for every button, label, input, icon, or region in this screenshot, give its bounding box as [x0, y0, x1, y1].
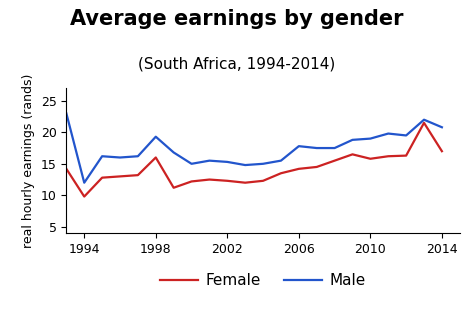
- Female: [385, 154, 391, 158]
- Female: [439, 149, 445, 153]
- Female: [117, 175, 123, 178]
- Male: [314, 146, 319, 150]
- Male: [64, 112, 69, 115]
- Male: [99, 154, 105, 158]
- Male: [171, 151, 176, 154]
- Line: Male: Male: [66, 113, 442, 183]
- Female: [332, 159, 337, 163]
- Legend: Female, Male: Female, Male: [154, 267, 372, 294]
- Female: [135, 173, 141, 177]
- Female: [260, 179, 266, 183]
- Female: [189, 180, 194, 183]
- Female: [82, 195, 87, 198]
- Female: [64, 167, 69, 171]
- Female: [242, 181, 248, 185]
- Male: [117, 156, 123, 159]
- Male: [82, 181, 87, 185]
- Male: [421, 118, 427, 122]
- Female: [403, 154, 409, 158]
- Female: [278, 171, 284, 175]
- Male: [189, 162, 194, 166]
- Line: Female: Female: [66, 123, 442, 197]
- Male: [403, 134, 409, 137]
- Text: Average earnings by gender: Average earnings by gender: [70, 9, 404, 29]
- Female: [153, 156, 159, 159]
- Male: [278, 159, 284, 163]
- Male: [367, 137, 373, 140]
- Male: [350, 138, 356, 142]
- Male: [260, 162, 266, 166]
- Y-axis label: real hourly earnings (rands): real hourly earnings (rands): [22, 73, 35, 248]
- Female: [314, 165, 319, 169]
- Male: [296, 144, 301, 148]
- Text: (South Africa, 1994-2014): (South Africa, 1994-2014): [138, 57, 336, 72]
- Male: [439, 125, 445, 129]
- Male: [385, 132, 391, 135]
- Male: [207, 159, 212, 163]
- Female: [350, 152, 356, 156]
- Male: [225, 160, 230, 164]
- Female: [296, 167, 301, 171]
- Male: [153, 135, 159, 139]
- Male: [332, 146, 337, 150]
- Female: [99, 176, 105, 180]
- Male: [242, 163, 248, 167]
- Female: [207, 178, 212, 181]
- Male: [135, 154, 141, 158]
- Female: [171, 186, 176, 190]
- Female: [367, 157, 373, 161]
- Female: [421, 121, 427, 125]
- Female: [225, 179, 230, 183]
